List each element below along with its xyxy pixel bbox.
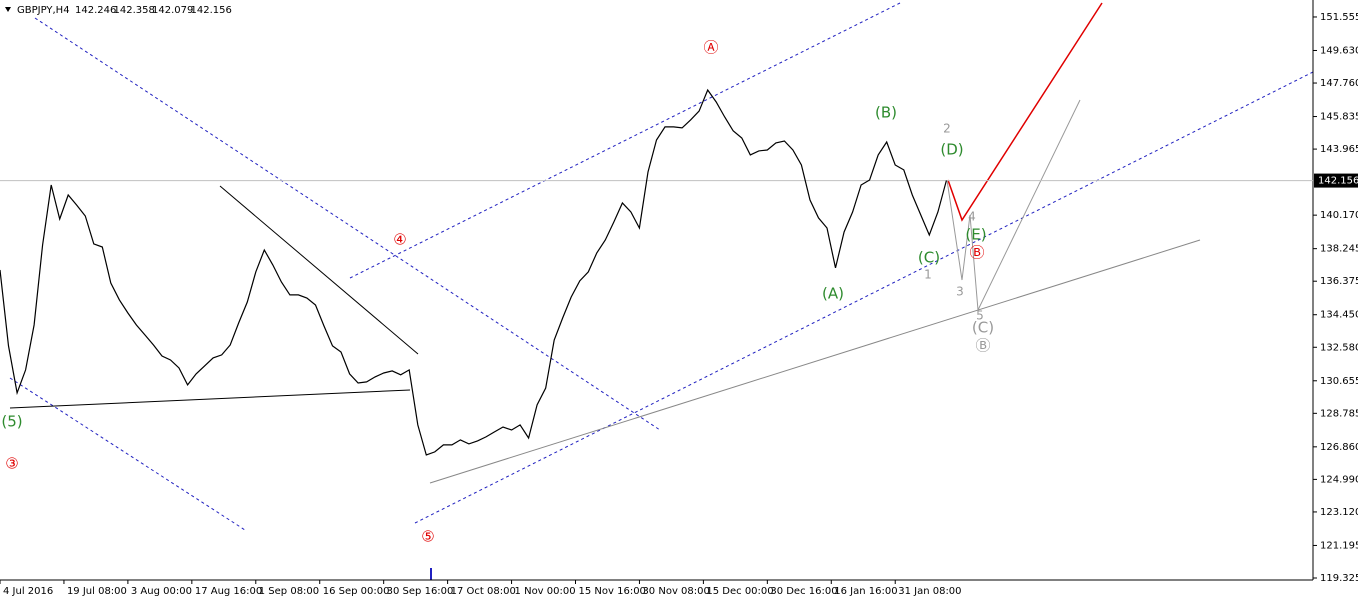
trend-line xyxy=(349,2,901,279)
wave-label: Ⓑ xyxy=(969,244,984,262)
x-tick-label: 16 Jan 16:00 xyxy=(834,586,897,597)
x-tick-label: 17 Aug 16:00 xyxy=(195,586,262,597)
y-tick-label: 132.580 xyxy=(1320,342,1358,353)
y-tick-label: 124.990 xyxy=(1320,474,1358,485)
ohlc-value: 142.079 xyxy=(152,5,193,16)
wave-label: 2 xyxy=(943,122,951,136)
wave-label: 5 xyxy=(976,309,984,323)
y-tick-label: 134.450 xyxy=(1320,310,1358,321)
wave-label: (D) xyxy=(940,141,963,159)
x-tick-label: 30 Nov 08:00 xyxy=(642,586,709,597)
y-tick-label: 128.785 xyxy=(1320,408,1358,419)
plot-area xyxy=(0,0,1313,580)
wave-label: 1 xyxy=(924,268,932,282)
y-tick-label: 136.375 xyxy=(1320,276,1358,287)
x-tick-label: 1 Nov 00:00 xyxy=(515,586,576,597)
price-box xyxy=(1314,173,1358,188)
trend-line xyxy=(34,17,661,431)
x-tick-label: 30 Dec 16:00 xyxy=(770,586,837,597)
wave-label: (B) xyxy=(875,104,897,122)
y-tick-label: 151.555 xyxy=(1320,12,1358,23)
y-tick-label: 126.860 xyxy=(1320,442,1358,453)
wave-label: (E) xyxy=(965,226,986,244)
menu-icon xyxy=(5,7,11,12)
channel-lines xyxy=(9,2,1314,531)
x-tick-label: 15 Nov 16:00 xyxy=(579,586,646,597)
x-tick-label: 30 Sep 16:00 xyxy=(387,586,454,597)
wave-label: (C) xyxy=(972,319,994,337)
projection-line xyxy=(946,99,1081,312)
y-tick-label: 121.195 xyxy=(1320,540,1358,551)
y-tick-label: 143.965 xyxy=(1320,144,1358,155)
wave-label: Ⓑ xyxy=(975,337,990,355)
x-tick-label: 31 Jan 08:00 xyxy=(898,586,961,597)
y-tick-label: 149.630 xyxy=(1320,45,1358,56)
wave-label: 4 xyxy=(968,210,976,224)
wave-label: ③ xyxy=(5,455,18,473)
wave-label: (C) xyxy=(918,249,940,267)
y-tick-label: 140.170 xyxy=(1320,210,1358,221)
trend-line xyxy=(219,185,419,355)
wave-label: ④ xyxy=(393,231,406,249)
projection-line xyxy=(947,2,1103,222)
trend-line xyxy=(9,389,411,409)
trend-line xyxy=(9,377,246,531)
trend-line xyxy=(429,239,1201,484)
wave-label: ⑤ xyxy=(421,528,434,546)
x-tick-label: 17 Oct 08:00 xyxy=(451,586,516,597)
x-tick-label: 3 Aug 00:00 xyxy=(131,586,192,597)
x-tick-label: 16 Sep 00:00 xyxy=(323,586,390,597)
ohlc-value: 142.246 xyxy=(75,5,116,16)
y-tick-label: 147.760 xyxy=(1320,78,1358,89)
x-tick-label: 1 Sep 08:00 xyxy=(259,586,319,597)
ohlc-value: 142.358 xyxy=(114,5,155,16)
y-tick-label: 123.120 xyxy=(1320,507,1358,518)
y-tick-label: 119.325 xyxy=(1320,573,1358,584)
y-tick-label: 138.245 xyxy=(1320,244,1358,255)
chart-title: GBPJPY,H4 xyxy=(17,5,70,16)
wave-label: (A) xyxy=(822,285,844,303)
ohlc-value: 142.156 xyxy=(191,5,232,16)
y-tick-label: 145.835 xyxy=(1320,112,1358,123)
price-label: 142.156 xyxy=(1318,176,1358,187)
wave-label: (5) xyxy=(1,413,22,431)
x-tick-label: 4 Jul 2016 xyxy=(3,586,53,597)
x-tick-label: 15 Dec 00:00 xyxy=(706,586,773,597)
wave-label: Ⓐ xyxy=(703,39,718,57)
x-tick-label: 19 Jul 08:00 xyxy=(67,586,127,597)
price-line-series xyxy=(0,88,947,456)
y-tick-label: 130.655 xyxy=(1320,376,1358,387)
wave-label: 3 xyxy=(956,285,964,299)
